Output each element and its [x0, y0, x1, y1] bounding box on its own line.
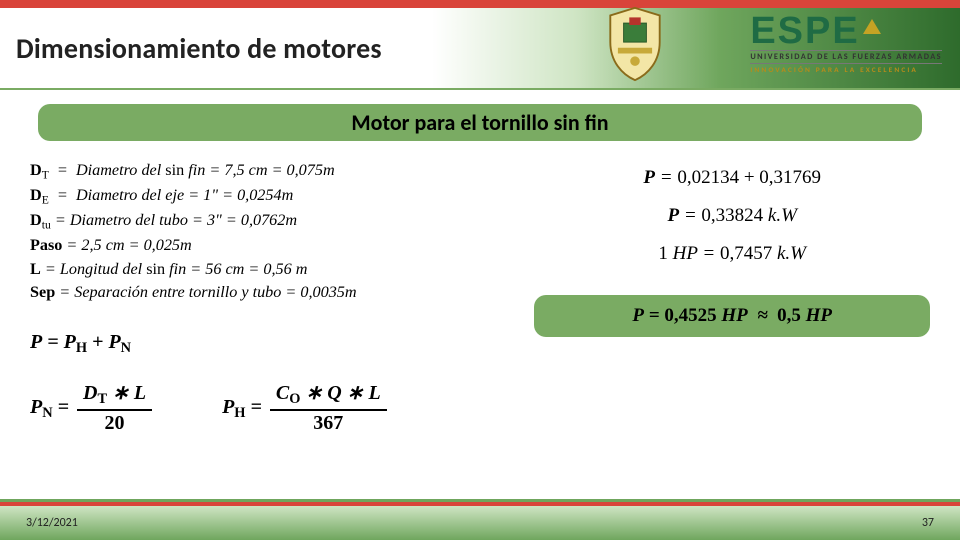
right-column: P = 0,02134 + 0,31769 P = 0,33824 k.W 1 … — [534, 159, 930, 434]
eq-pn: PN = DT ∗ L 20 — [30, 383, 152, 434]
page-title: Dimensionamiento de motores — [0, 31, 382, 66]
content-area: Motor para el tornillo sin fin DT = Diam… — [0, 90, 960, 434]
def-line: Sep = Separación entre tornillo y tubo =… — [30, 281, 494, 304]
def-line: DT = Diametro del sin fin = 7,5 cm = 0,0… — [30, 159, 494, 184]
accent-top-bar — [0, 0, 960, 8]
logo-triangle-icon — [863, 19, 881, 34]
footer-date: 3/12/2021 — [26, 516, 78, 530]
result-pill: P = 0,4525 HP ≈ 0,5 HP — [534, 295, 930, 337]
footer-page: 37 — [922, 516, 934, 530]
calc-line-2: P = 0,33824 k.W — [534, 197, 930, 235]
espe-logo: ESPE UNIVERSIDAD DE LAS FUERZAS ARMADAS … — [750, 14, 942, 74]
left-column: DT = Diametro del sin fin = 7,5 cm = 0,0… — [30, 159, 494, 434]
def-line: Dtu = Diametro del tubo = 3" = 0,0762m — [30, 209, 494, 234]
calc-line-1: P = 0,02134 + 0,31769 — [534, 159, 930, 197]
subtitle-pill: Motor para el tornillo sin fin — [38, 104, 922, 141]
eq-sum: P = PH + PN — [30, 331, 494, 357]
logo-subtitle-1: UNIVERSIDAD DE LAS FUERZAS ARMADAS — [750, 50, 942, 64]
subtitle-text: Motor para el tornillo sin fin — [42, 108, 918, 137]
logo-text: ESPE — [750, 10, 859, 52]
university-shield-icon — [606, 6, 664, 82]
logo-subtitle-2: INNOVACIÓN PARA LA EXCELENCIA — [750, 64, 942, 74]
calc-line-3: 1 HP = 0,7457 k.W — [534, 235, 930, 273]
def-line: DE = Diametro del eje = 1" = 0,0254m — [30, 184, 494, 209]
def-line: Paso = 2,5 cm = 0,025m — [30, 234, 494, 257]
eq-ph: PH = CO ∗ Q ∗ L 367 — [222, 383, 387, 434]
footer-band: 3/12/2021 37 — [0, 502, 960, 540]
definitions-block: DT = Diametro del sin fin = 7,5 cm = 0,0… — [30, 159, 494, 305]
header-band: Dimensionamiento de motores ESPE UNIVERS… — [0, 8, 960, 90]
def-line: L = Longitud del sin fin = 56 cm = 0,56 … — [30, 258, 494, 281]
